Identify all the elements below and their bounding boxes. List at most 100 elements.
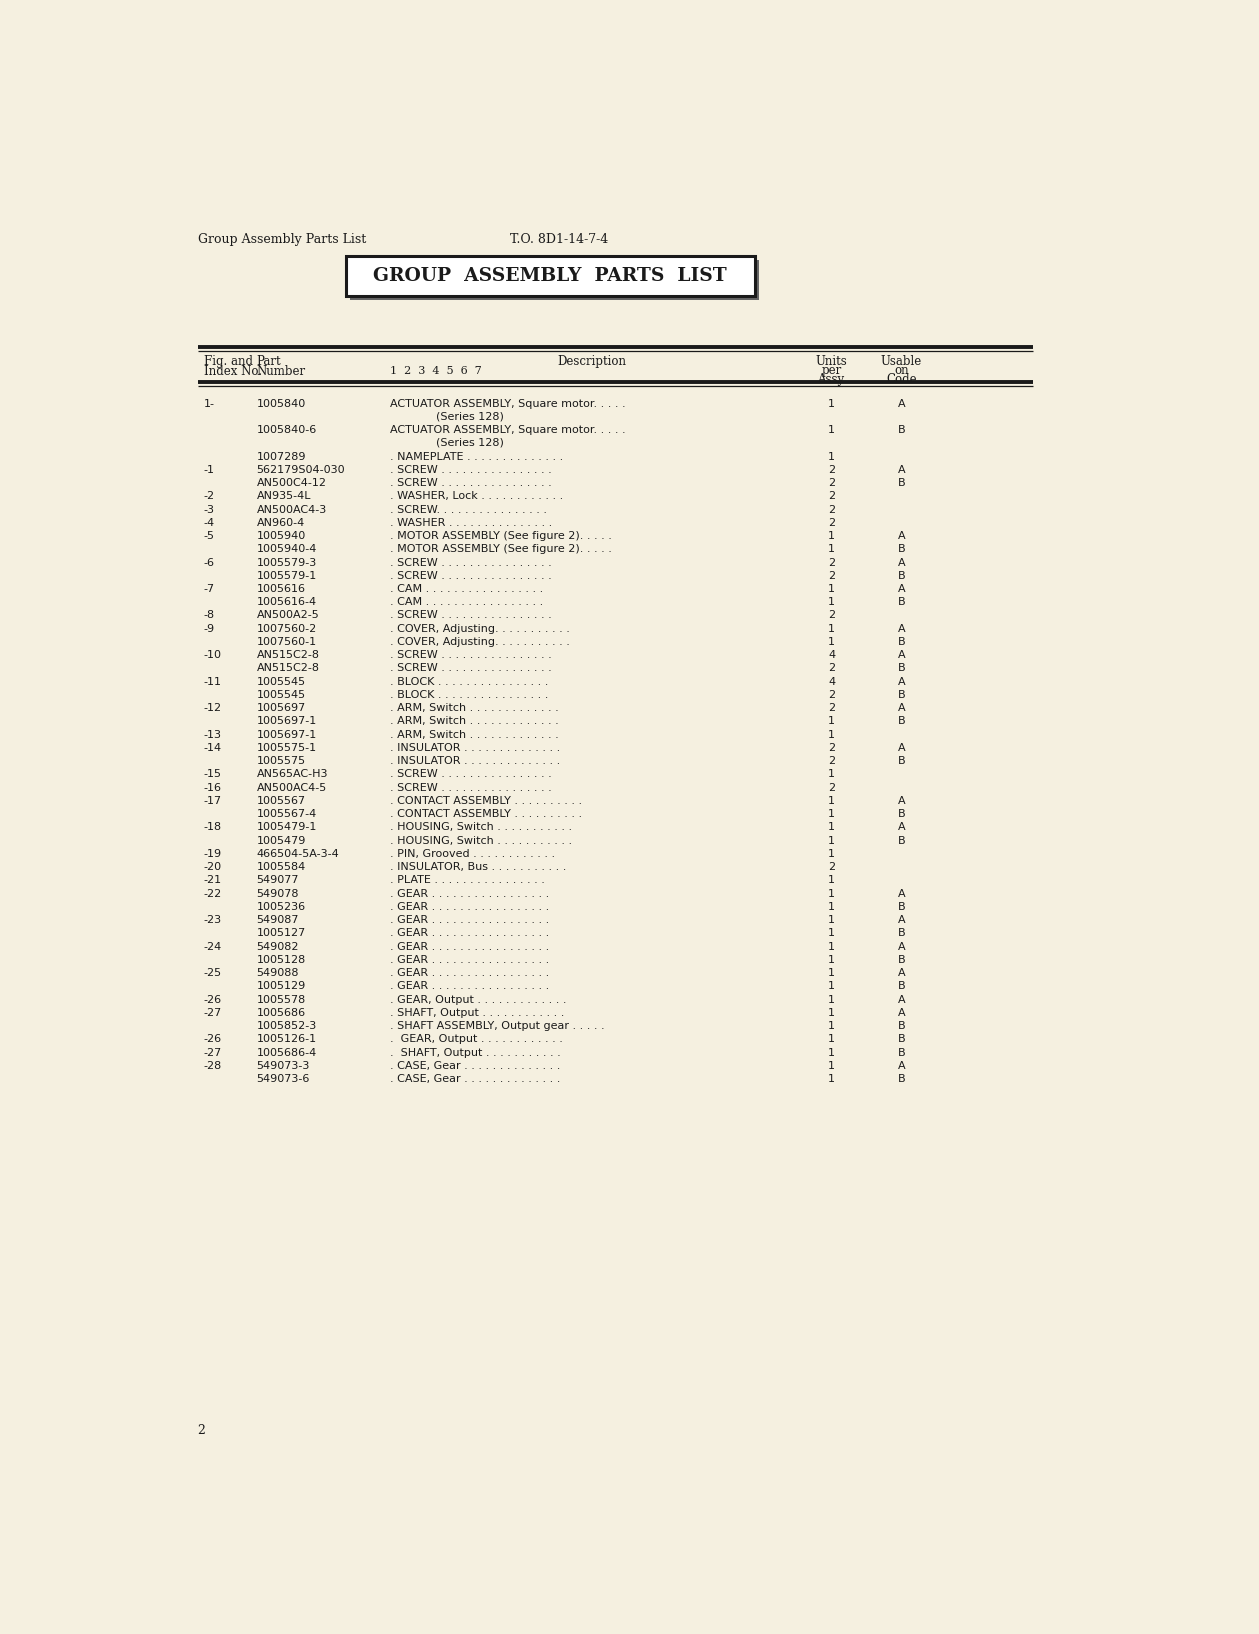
Text: 1: 1 bbox=[828, 451, 835, 461]
Text: 1007560-2: 1007560-2 bbox=[257, 624, 317, 634]
Text: A: A bbox=[898, 557, 905, 567]
Text: 2: 2 bbox=[828, 783, 835, 792]
Text: . CAM . . . . . . . . . . . . . . . . .: . CAM . . . . . . . . . . . . . . . . . bbox=[390, 583, 543, 595]
Text: -1: -1 bbox=[204, 464, 215, 475]
Text: B: B bbox=[898, 1047, 905, 1057]
Text: 2: 2 bbox=[828, 757, 835, 766]
Text: 2: 2 bbox=[828, 518, 835, 528]
Text: -19: -19 bbox=[204, 850, 222, 859]
Text: 1: 1 bbox=[828, 1008, 835, 1018]
Text: B: B bbox=[898, 982, 905, 992]
Text: 1005126-1: 1005126-1 bbox=[257, 1034, 317, 1044]
Text: . WASHER . . . . . . . . . . . . . . .: . WASHER . . . . . . . . . . . . . . . bbox=[390, 518, 553, 528]
Text: A: A bbox=[898, 676, 905, 686]
Text: Part: Part bbox=[257, 356, 281, 369]
Text: -26: -26 bbox=[204, 995, 222, 1005]
Text: A: A bbox=[898, 464, 905, 475]
Text: -24: -24 bbox=[204, 941, 222, 951]
Text: -21: -21 bbox=[204, 876, 222, 886]
Text: Description: Description bbox=[556, 356, 626, 369]
Text: 1: 1 bbox=[828, 915, 835, 925]
Text: 4: 4 bbox=[828, 676, 835, 686]
Text: 1005236: 1005236 bbox=[257, 902, 306, 912]
Text: AN565AC-H3: AN565AC-H3 bbox=[257, 770, 329, 779]
Text: 1: 1 bbox=[828, 889, 835, 899]
Text: . ARM, Switch . . . . . . . . . . . . .: . ARM, Switch . . . . . . . . . . . . . bbox=[390, 716, 559, 727]
Text: 1: 1 bbox=[828, 902, 835, 912]
Text: 1005686: 1005686 bbox=[257, 1008, 306, 1018]
Text: 549073-3: 549073-3 bbox=[257, 1060, 310, 1070]
Text: 2: 2 bbox=[828, 464, 835, 475]
Text: -16: -16 bbox=[204, 783, 222, 792]
Text: -11: -11 bbox=[204, 676, 222, 686]
Text: B: B bbox=[898, 1021, 905, 1031]
Text: -2: -2 bbox=[204, 492, 215, 502]
Text: . SCREW . . . . . . . . . . . . . . . .: . SCREW . . . . . . . . . . . . . . . . bbox=[390, 479, 551, 489]
Text: A: A bbox=[898, 941, 905, 951]
Text: -6: -6 bbox=[204, 557, 215, 567]
Text: B: B bbox=[898, 809, 905, 819]
Text: . ARM, Switch . . . . . . . . . . . . .: . ARM, Switch . . . . . . . . . . . . . bbox=[390, 730, 559, 740]
Text: 1: 1 bbox=[828, 1047, 835, 1057]
Text: A: A bbox=[898, 995, 905, 1005]
Text: . NAMEPLATE . . . . . . . . . . . . . .: . NAMEPLATE . . . . . . . . . . . . . . bbox=[390, 451, 563, 461]
Text: 1: 1 bbox=[828, 928, 835, 938]
Text: B: B bbox=[898, 425, 905, 435]
Text: (Series 128): (Series 128) bbox=[437, 438, 505, 448]
Text: . HOUSING, Switch . . . . . . . . . . .: . HOUSING, Switch . . . . . . . . . . . bbox=[390, 835, 572, 846]
Text: 1005545: 1005545 bbox=[257, 690, 306, 699]
Text: 1: 1 bbox=[828, 876, 835, 886]
Text: -4: -4 bbox=[204, 518, 215, 528]
Text: 1005129: 1005129 bbox=[257, 982, 306, 992]
Text: 2: 2 bbox=[828, 505, 835, 515]
Text: -5: -5 bbox=[204, 531, 215, 541]
Text: -8: -8 bbox=[204, 611, 215, 621]
Text: . ARM, Switch . . . . . . . . . . . . .: . ARM, Switch . . . . . . . . . . . . . bbox=[390, 703, 559, 712]
Text: 1005697-1: 1005697-1 bbox=[257, 716, 317, 727]
Text: 1005697: 1005697 bbox=[257, 703, 306, 712]
Text: . COVER, Adjusting. . . . . . . . . . .: . COVER, Adjusting. . . . . . . . . . . bbox=[390, 624, 570, 634]
Text: -18: -18 bbox=[204, 822, 222, 832]
Text: 1: 1 bbox=[828, 835, 835, 846]
Text: 549087: 549087 bbox=[257, 915, 300, 925]
Text: . PLATE . . . . . . . . . . . . . . . .: . PLATE . . . . . . . . . . . . . . . . bbox=[390, 876, 545, 886]
Text: 1: 1 bbox=[828, 954, 835, 964]
Text: A: A bbox=[898, 822, 905, 832]
Text: T.O. 8D1-14-7-4: T.O. 8D1-14-7-4 bbox=[510, 234, 608, 247]
Text: . GEAR . . . . . . . . . . . . . . . . .: . GEAR . . . . . . . . . . . . . . . . . bbox=[390, 902, 549, 912]
Text: Assy.: Assy. bbox=[817, 373, 846, 386]
Text: . MOTOR ASSEMBLY (See figure 2). . . . .: . MOTOR ASSEMBLY (See figure 2). . . . . bbox=[390, 531, 612, 541]
Text: 549088: 549088 bbox=[257, 967, 300, 979]
Text: 466504-5A-3-4: 466504-5A-3-4 bbox=[257, 850, 340, 859]
Text: 1: 1 bbox=[828, 1034, 835, 1044]
Text: A: A bbox=[898, 583, 905, 595]
Text: 1: 1 bbox=[828, 730, 835, 740]
Text: 1005840: 1005840 bbox=[257, 399, 306, 408]
Text: Code: Code bbox=[886, 373, 917, 386]
Text: B: B bbox=[898, 663, 905, 673]
Text: 1005616: 1005616 bbox=[257, 583, 306, 595]
Text: A: A bbox=[898, 743, 905, 753]
Text: . SCREW . . . . . . . . . . . . . . . .: . SCREW . . . . . . . . . . . . . . . . bbox=[390, 650, 551, 660]
Text: 2: 2 bbox=[828, 557, 835, 567]
Text: . SCREW . . . . . . . . . . . . . . . .: . SCREW . . . . . . . . . . . . . . . . bbox=[390, 557, 551, 567]
Text: 1005545: 1005545 bbox=[257, 676, 306, 686]
Text: . CONTACT ASSEMBLY . . . . . . . . . .: . CONTACT ASSEMBLY . . . . . . . . . . bbox=[390, 809, 582, 819]
Text: -12: -12 bbox=[204, 703, 222, 712]
Text: -10: -10 bbox=[204, 650, 222, 660]
Text: 2: 2 bbox=[828, 479, 835, 489]
Text: 1: 1 bbox=[828, 598, 835, 608]
Text: . PIN, Grooved . . . . . . . . . . . .: . PIN, Grooved . . . . . . . . . . . . bbox=[390, 850, 555, 859]
Text: A: A bbox=[898, 915, 905, 925]
Text: 2: 2 bbox=[828, 863, 835, 873]
Text: ACTUATOR ASSEMBLY, Square motor. . . . .: ACTUATOR ASSEMBLY, Square motor. . . . . bbox=[390, 425, 626, 435]
Text: B: B bbox=[898, 1034, 905, 1044]
Text: 2: 2 bbox=[828, 570, 835, 580]
Text: AN515C2-8: AN515C2-8 bbox=[257, 663, 320, 673]
Text: . SCREW . . . . . . . . . . . . . . . .: . SCREW . . . . . . . . . . . . . . . . bbox=[390, 663, 551, 673]
Text: 2: 2 bbox=[198, 1425, 205, 1438]
Text: 1: 1 bbox=[828, 1060, 835, 1070]
Text: 1005579-3: 1005579-3 bbox=[257, 557, 317, 567]
Text: . INSULATOR, Bus . . . . . . . . . . .: . INSULATOR, Bus . . . . . . . . . . . bbox=[390, 863, 567, 873]
Text: 2: 2 bbox=[828, 743, 835, 753]
